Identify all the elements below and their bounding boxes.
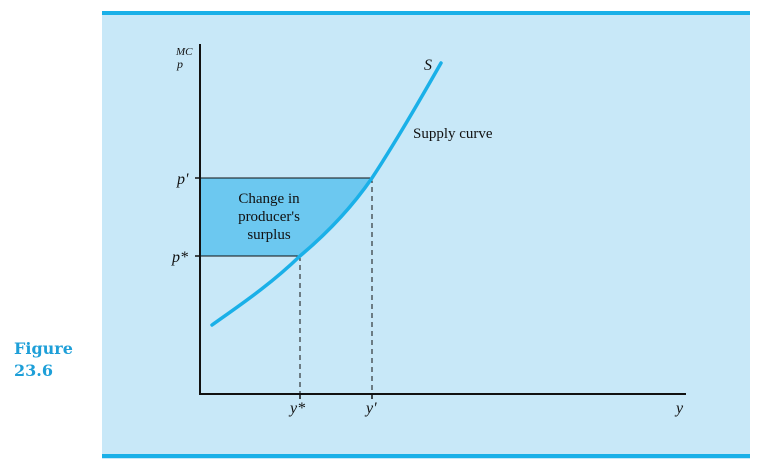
y-axis-label-p: p xyxy=(176,57,183,71)
supply-curve-label: Supply curve xyxy=(413,126,493,142)
region-label-line1: Change in xyxy=(238,191,300,207)
price-label-low: p* xyxy=(171,249,188,266)
supply-curve xyxy=(210,61,443,327)
figure-label: Figure 23.6 xyxy=(14,338,94,382)
quantity-label-low: y* xyxy=(288,400,305,417)
panel-bottom-rule xyxy=(102,454,750,458)
price-label-high: p' xyxy=(176,171,189,188)
figure-label-number: 23.6 xyxy=(14,361,53,380)
x-axis-label-y: y xyxy=(674,400,684,417)
region-label-line3: surplus xyxy=(247,227,291,243)
curve-label-s: S xyxy=(424,57,432,74)
region-label-line2: producer's xyxy=(238,209,300,225)
figure-label-word: Figure xyxy=(14,339,73,358)
quantity-label-high: y' xyxy=(364,400,377,417)
y-axis-label-mc: MC xyxy=(175,46,193,58)
panel-top-rule xyxy=(102,11,750,15)
